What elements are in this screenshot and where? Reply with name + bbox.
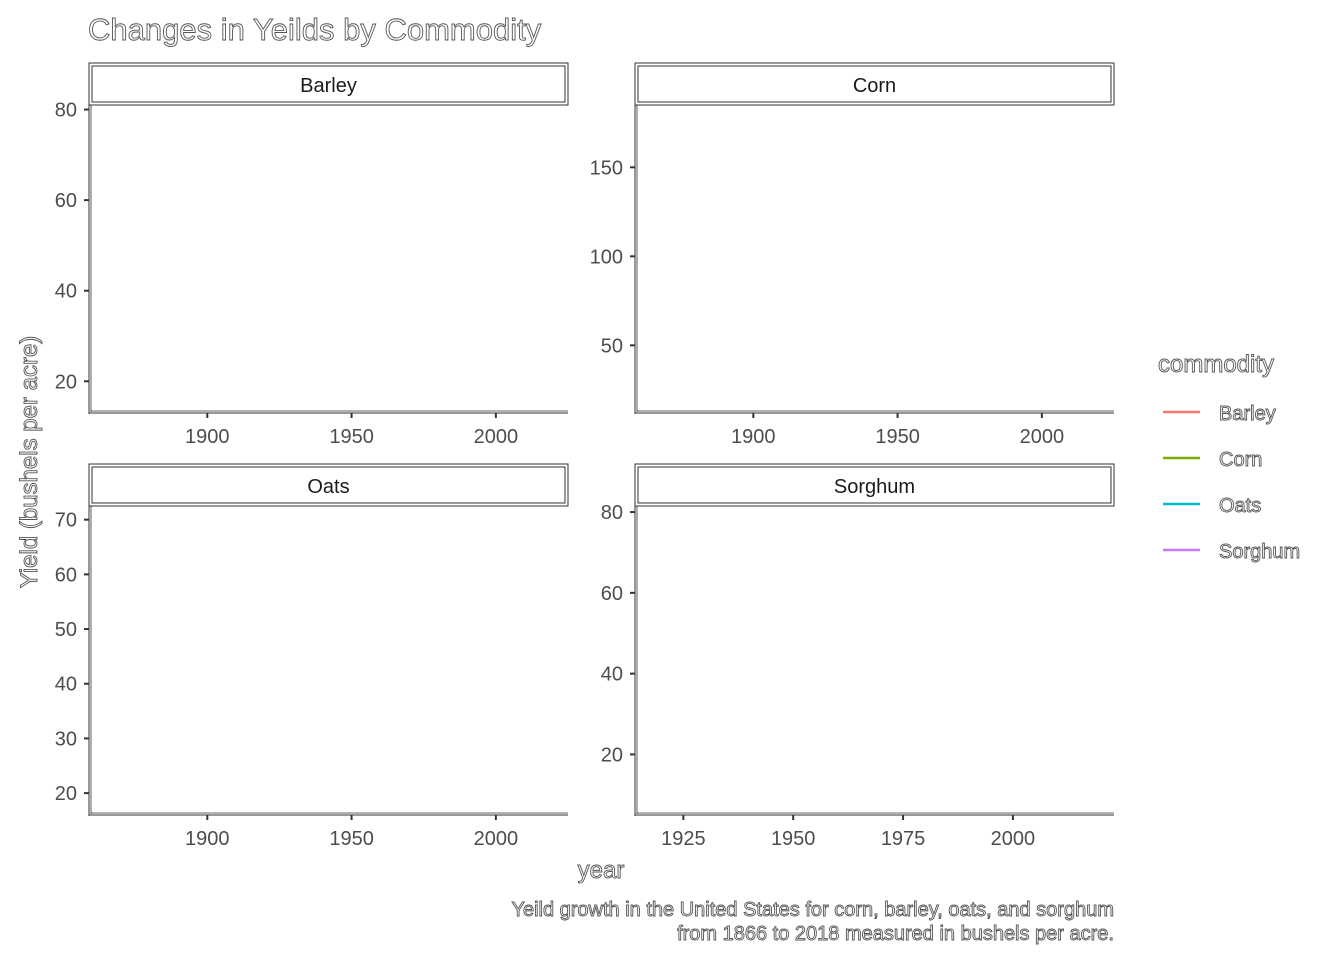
facet-strip-label: Corn <box>853 75 896 97</box>
facet-strip-inner-border <box>91 65 566 103</box>
facet-panels: Barley 20 40 60 80 1900 1950 2000 Corn 50 100 150 19… <box>55 62 1115 850</box>
x-tick-label: 1900 <box>185 828 230 850</box>
legend: commodity Barley Corn Oats Sorghum <box>1158 351 1301 564</box>
facet-strip-label: Sorghum <box>834 476 915 498</box>
y-tick-label: 20 <box>55 783 77 805</box>
x-tick-label: 1950 <box>875 426 920 448</box>
x-tick-label: 1950 <box>771 828 816 850</box>
legend-label: Corn <box>1219 449 1262 471</box>
y-tick-label: 20 <box>601 744 623 766</box>
facet-strip <box>88 463 569 507</box>
facet-strip-inner-border <box>637 65 1112 103</box>
y-tick-label: 70 <box>55 510 77 532</box>
legend-title: commodity <box>1158 351 1274 378</box>
y-tick-label: 30 <box>55 728 77 750</box>
facet-panel-barley: Barley 20 40 60 80 1900 1950 2000 <box>55 62 569 448</box>
x-axis-title: year <box>578 857 625 884</box>
legend-entries: Barley Corn Oats Sorghum <box>1163 403 1301 563</box>
y-tick-label: 20 <box>55 371 77 393</box>
caption-line-1: Yeild growth in the United States for co… <box>511 899 1114 921</box>
legend-entry-oats: Oats <box>1163 495 1262 517</box>
y-tick-label: 60 <box>55 564 77 586</box>
y-tick-label: 50 <box>55 619 77 641</box>
y-axis-title: Yield (bushels per acre) <box>16 336 43 589</box>
x-tick-label: 1925 <box>661 828 706 850</box>
facet-strip <box>88 62 569 106</box>
legend-label: Barley <box>1219 403 1276 425</box>
x-tick-label: 1975 <box>881 828 926 850</box>
y-tick-label: 50 <box>601 335 623 357</box>
facet-strip <box>634 62 1115 106</box>
y-tick-label: 60 <box>55 190 77 212</box>
x-tick-label: 2000 <box>474 426 519 448</box>
facet-panel-sorghum: Sorghum 20 40 60 80 1925 1950 1975 2000 <box>601 463 1115 850</box>
caption-line-2: from 1866 to 2018 measured in bushels pe… <box>677 923 1114 945</box>
y-tick-label: 60 <box>601 583 623 605</box>
x-tick-label: 1950 <box>329 828 374 850</box>
x-tick-label: 2000 <box>1020 426 1065 448</box>
x-tick-label: 2000 <box>991 828 1036 850</box>
x-tick-label: 1900 <box>185 426 230 448</box>
y-tick-label: 40 <box>55 281 77 303</box>
legend-entry-sorghum: Sorghum <box>1163 541 1301 563</box>
facet-strip <box>634 463 1115 507</box>
legend-entry-corn: Corn <box>1163 449 1263 471</box>
y-tick-label: 40 <box>55 674 77 696</box>
chart-title: Changes in Yeilds by Commodity <box>88 12 542 47</box>
facet-panel-corn: Corn 50 100 150 1900 1950 2000 <box>590 62 1115 448</box>
y-tick-label: 80 <box>601 502 623 524</box>
facet-strip-label: Barley <box>300 75 357 97</box>
y-tick-label: 40 <box>601 664 623 686</box>
facet-strip-label: Oats <box>307 476 349 498</box>
y-tick-label: 150 <box>590 157 623 179</box>
legend-label: Oats <box>1219 495 1261 517</box>
facet-strip-inner-border <box>91 466 566 504</box>
y-tick-label: 100 <box>590 246 623 268</box>
facet-panel-oats: Oats 20 30 40 50 60 70 1900 1950 2000 <box>55 463 569 850</box>
y-tick-label: 80 <box>55 100 77 122</box>
facet-strip-inner-border <box>637 466 1112 504</box>
x-tick-label: 1900 <box>731 426 776 448</box>
legend-entry-barley: Barley <box>1163 403 1276 425</box>
x-tick-label: 1950 <box>329 426 374 448</box>
x-tick-label: 2000 <box>474 828 519 850</box>
legend-label: Sorghum <box>1219 541 1300 563</box>
